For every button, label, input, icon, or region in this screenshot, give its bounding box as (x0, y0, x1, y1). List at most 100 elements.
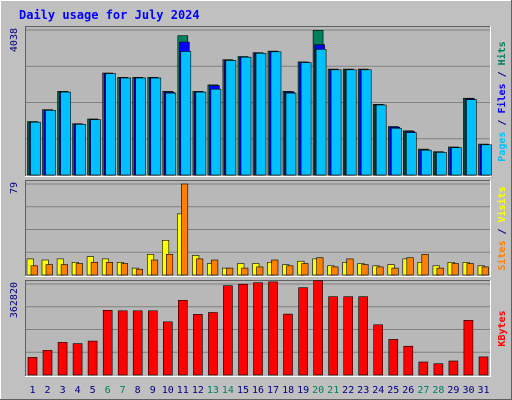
x-tick-label: 13 (207, 385, 219, 396)
visits-bar-sites (135, 268, 143, 276)
visits-bar-sites (196, 258, 204, 276)
kbytes-bar-kbytes (57, 342, 68, 376)
x-tick-label: 17 (267, 385, 279, 396)
hits-bar-pages (405, 132, 417, 176)
visits-bar-sites (286, 265, 294, 276)
kbytes-bar-kbytes (253, 282, 263, 376)
kbytes-bar-kbytes (178, 299, 188, 376)
kbytes-bar-kbytes (72, 343, 83, 376)
x-tick-label: 24 (372, 385, 384, 396)
hits-bar-pages (225, 60, 237, 176)
kbytes-bar-kbytes (42, 350, 53, 376)
hits-bar-pages (180, 51, 192, 176)
visits-bar-sites (256, 266, 264, 276)
visits-bar-sites (45, 264, 53, 276)
x-tick-label: 3 (60, 385, 66, 396)
x-tick-label: 30 (462, 385, 474, 396)
chart-panels: 4038 Pages / Files / Hits 79 Sites / Visits… (9, 26, 508, 377)
hits-legend-part-2: Files (496, 83, 508, 113)
x-tick-label: 4 (75, 385, 81, 396)
visits-bar-sites (75, 263, 83, 276)
hits-bar-pages (210, 88, 222, 176)
kbytes-bar-kbytes (358, 296, 369, 376)
visits-bar-sites (436, 267, 444, 276)
x-tick-label: 28 (432, 385, 444, 396)
visits-bar-sites (90, 261, 98, 276)
visits-bar-sites (241, 267, 249, 276)
visits-bar-sites (226, 267, 234, 276)
x-tick-label: 2 (44, 385, 50, 396)
visits-bar-sites (316, 257, 324, 276)
hits-bar-pages (300, 62, 312, 176)
visits-bar-sites (346, 258, 354, 276)
x-tick-label: 16 (252, 385, 264, 396)
x-tick-label: 12 (192, 385, 204, 396)
x-tick-label: 5 (90, 385, 96, 396)
kbytes-legend-part-0: KBytes (497, 310, 508, 346)
hits-bar-pages (360, 69, 372, 176)
visits-bar-sites (466, 263, 474, 276)
hits-bar-pages (375, 104, 387, 176)
visits-max-label: 79 (9, 182, 20, 194)
panel-kbytes: 362820 KBytes (9, 280, 508, 377)
hits-bar-pages (60, 91, 71, 176)
hits-bar-pages (451, 147, 462, 176)
hits-bar-pages (30, 121, 41, 176)
visits-bar-sites (271, 259, 279, 276)
x-tick-label: 11 (177, 385, 189, 396)
hits-bar-pages (135, 77, 146, 176)
hits-bar-pages (90, 119, 101, 176)
hits-bar-pages (390, 128, 402, 176)
hits-bar-pages (240, 56, 252, 176)
hits-bar-pages (285, 92, 297, 176)
kbytes-max-label: 362820 (9, 282, 20, 318)
kbytes-bar-kbytes (478, 356, 489, 376)
visits-bar-sites (481, 266, 489, 276)
x-tick-label: 19 (297, 385, 309, 396)
kbytes-bar-kbytes (87, 340, 98, 376)
visits-bar-sites (406, 257, 414, 276)
x-tick-label: 6 (105, 385, 111, 396)
hits-bar-pages (315, 48, 327, 176)
hits-legend-label: Pages / Files / Hits (496, 41, 508, 161)
kbytes-bar-kbytes (27, 357, 38, 376)
kbytes-bar-kbytes (268, 281, 278, 376)
kbytes-bar-kbytes (298, 287, 308, 376)
kbytes-bar-kbytes (283, 313, 293, 376)
hits-bar-pages (436, 152, 447, 176)
kbytes-bar-kbytes (102, 309, 113, 376)
x-axis-day-labels: 1 2 3 4 5 6 7 8 9 10 11 12 13 14 15 16 17 18 19 20 21 22 23 24 2… (29, 385, 489, 396)
kbytes-bar-kbytes (163, 321, 173, 376)
hits-bar-pages (165, 92, 177, 176)
x-tick-label: 22 (342, 385, 354, 396)
kbytes-bar-kbytes (208, 312, 218, 376)
hits-legend-part-4: Hits (496, 41, 508, 65)
visits-bar-sites (211, 259, 219, 276)
visits-bar-sites (331, 266, 339, 276)
kbytes-bar-kbytes (238, 283, 248, 376)
hits-bar-pages (75, 124, 86, 176)
hits-bar-pages (420, 149, 432, 176)
x-tick-label: 26 (402, 385, 414, 396)
kbytes-bar-kbytes (463, 319, 474, 376)
visits-bar-sites (120, 263, 128, 276)
x-tick-label: 21 (327, 385, 339, 396)
hits-legend-part-3: / (497, 65, 508, 83)
x-tick-label: 1 (29, 385, 35, 396)
visits-bar-sites (451, 263, 459, 276)
kbytes-bar-kbytes (148, 310, 158, 376)
visits-bar-sites (376, 266, 384, 276)
visits-bar-sites (151, 259, 159, 276)
kbytes-bar-kbytes (403, 345, 414, 376)
hits-bar-pages (466, 99, 477, 176)
visits-bar-sites (166, 254, 174, 276)
x-tick-label: 7 (120, 385, 126, 396)
hits-bar-pages (150, 77, 162, 176)
x-tick-label: 10 (162, 385, 174, 396)
hits-bar-pages (120, 77, 131, 176)
kbytes-legend-label: KBytes (497, 310, 508, 346)
visits-bar-sites (105, 261, 113, 276)
kbytes-bar-kbytes (433, 363, 444, 376)
kbytes-bar-kbytes (418, 361, 429, 376)
